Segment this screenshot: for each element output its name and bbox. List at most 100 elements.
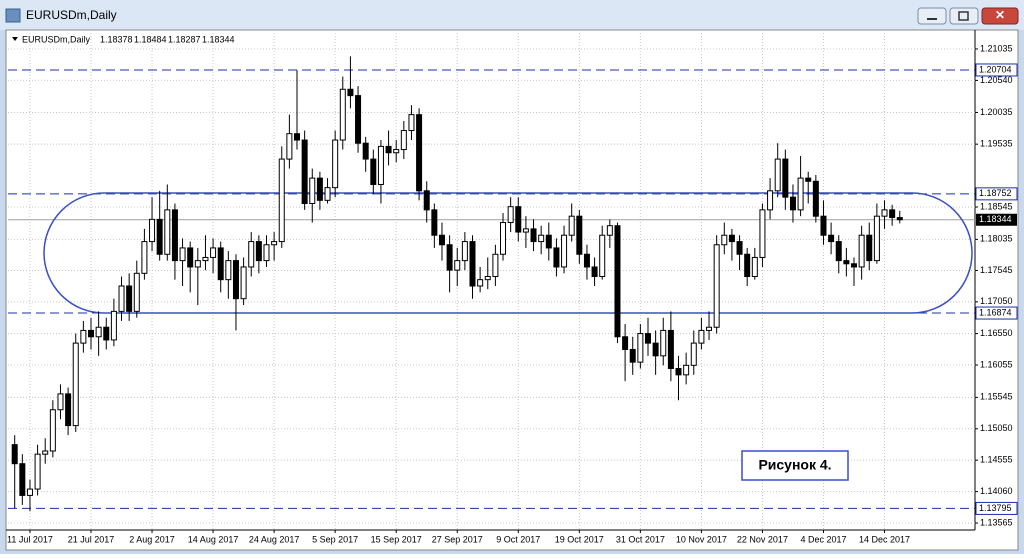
candle-body bbox=[164, 209, 171, 255]
x-tick-label: 5 Sep 2017 bbox=[312, 534, 358, 544]
candle-body bbox=[232, 260, 239, 300]
candle-body bbox=[759, 209, 766, 258]
candle-body bbox=[614, 225, 621, 338]
x-tick-label: 9 Oct 2017 bbox=[496, 534, 540, 544]
candle-body bbox=[377, 145, 384, 185]
candle-body bbox=[583, 253, 590, 268]
candle-body bbox=[622, 336, 629, 350]
candle-body bbox=[347, 88, 354, 97]
candle-body bbox=[721, 234, 728, 246]
candle-body bbox=[828, 234, 835, 243]
candle-body bbox=[118, 285, 125, 312]
x-tick-label: 11 Jul 2017 bbox=[7, 534, 53, 544]
restore-button[interactable] bbox=[949, 7, 979, 25]
candle-body bbox=[789, 196, 796, 211]
candle-body bbox=[515, 206, 522, 233]
annotation-box bbox=[741, 450, 849, 481]
y-tick-label: 1.14060 bbox=[980, 486, 1013, 496]
candle-body bbox=[400, 130, 407, 151]
chart-area bbox=[5, 29, 1019, 551]
candle-body bbox=[454, 260, 461, 271]
x-tick-label: 24 Aug 2017 bbox=[249, 534, 300, 544]
candle-body bbox=[782, 158, 789, 198]
y-tick-label: 1.20540 bbox=[980, 75, 1013, 85]
header-open: 1.18378 bbox=[100, 34, 133, 44]
candle-body bbox=[194, 260, 201, 268]
candle-body bbox=[744, 253, 751, 277]
candle-body bbox=[767, 190, 774, 211]
candle-body bbox=[568, 215, 575, 236]
candle-body bbox=[675, 367, 682, 376]
close-button[interactable] bbox=[981, 7, 1019, 25]
window-icon bbox=[5, 8, 21, 23]
candle-body bbox=[431, 209, 438, 236]
candle-body bbox=[774, 158, 781, 192]
candle-body bbox=[271, 241, 278, 246]
candle-body bbox=[179, 247, 186, 262]
candle-body bbox=[667, 329, 674, 369]
y-tick-label: 1.17545 bbox=[980, 265, 1013, 275]
candle-body bbox=[866, 234, 873, 262]
candle-body bbox=[309, 177, 316, 205]
window-title: EURUSDm,Daily bbox=[26, 8, 117, 22]
header-arrow bbox=[12, 37, 18, 41]
level-label: 1.16874 bbox=[979, 307, 1012, 317]
x-tick-label: 10 Nov 2017 bbox=[676, 534, 727, 544]
candle-body bbox=[11, 444, 18, 465]
candle-body bbox=[561, 234, 568, 268]
level-label: 1.20704 bbox=[979, 64, 1012, 74]
x-tick-label: 2 Aug 2017 bbox=[129, 534, 175, 544]
candle-body bbox=[217, 247, 224, 281]
level-label-box bbox=[975, 501, 1018, 515]
candle-body bbox=[530, 228, 537, 243]
candle-body bbox=[324, 187, 331, 201]
header-close: 1.18344 bbox=[202, 34, 235, 44]
candle-body bbox=[690, 342, 697, 366]
y-tick-label: 1.18035 bbox=[980, 234, 1013, 244]
candle-body bbox=[637, 333, 644, 363]
candle-body bbox=[484, 275, 491, 281]
candle-body bbox=[126, 285, 133, 312]
current-price-box bbox=[976, 213, 1017, 226]
candle-body bbox=[492, 253, 499, 277]
candle-body bbox=[751, 256, 758, 277]
header-high: 1.18484 bbox=[134, 34, 167, 44]
x-tick-label: 31 Oct 2017 bbox=[616, 534, 665, 544]
y-tick-label: 1.16055 bbox=[980, 359, 1013, 369]
close-glyph: ✕ bbox=[995, 8, 1005, 22]
candle-body bbox=[698, 329, 705, 344]
candle-body bbox=[713, 244, 720, 328]
candle-body bbox=[629, 348, 636, 363]
candle-body bbox=[820, 215, 827, 236]
candle-body bbox=[26, 488, 33, 496]
candle-body bbox=[133, 272, 140, 312]
x-tick-label: 21 Jul 2017 bbox=[68, 534, 115, 544]
x-tick-label: 14 Dec 2017 bbox=[859, 534, 910, 544]
candle-body bbox=[294, 133, 301, 141]
candle-body bbox=[202, 256, 209, 262]
candle-body bbox=[835, 241, 842, 262]
y-tick-label: 1.20035 bbox=[980, 107, 1013, 117]
grid bbox=[8, 33, 975, 530]
candle-body bbox=[370, 158, 377, 185]
candle-body bbox=[141, 241, 148, 274]
candle-body bbox=[683, 364, 690, 376]
y-tick-label: 1.13565 bbox=[980, 517, 1013, 527]
x-tick-label: 15 Sep 2017 bbox=[371, 534, 422, 544]
candle-body bbox=[873, 215, 880, 262]
x-tick-label: 14 Aug 2017 bbox=[188, 534, 239, 544]
restore-glyph bbox=[958, 11, 969, 21]
candle-body bbox=[393, 149, 400, 154]
candle-body bbox=[65, 393, 72, 427]
x-tick-label: 19 Oct 2017 bbox=[555, 534, 604, 544]
level-label-box bbox=[975, 63, 1018, 77]
candle-body bbox=[408, 114, 415, 132]
level-label: 1.13795 bbox=[979, 503, 1012, 513]
x-tick-label: 27 Sep 2017 bbox=[432, 534, 483, 544]
candle-body bbox=[652, 342, 659, 357]
candle-body bbox=[469, 241, 476, 287]
candle-body bbox=[881, 209, 888, 217]
minimize-button[interactable] bbox=[917, 7, 947, 25]
candle-body bbox=[385, 145, 392, 154]
